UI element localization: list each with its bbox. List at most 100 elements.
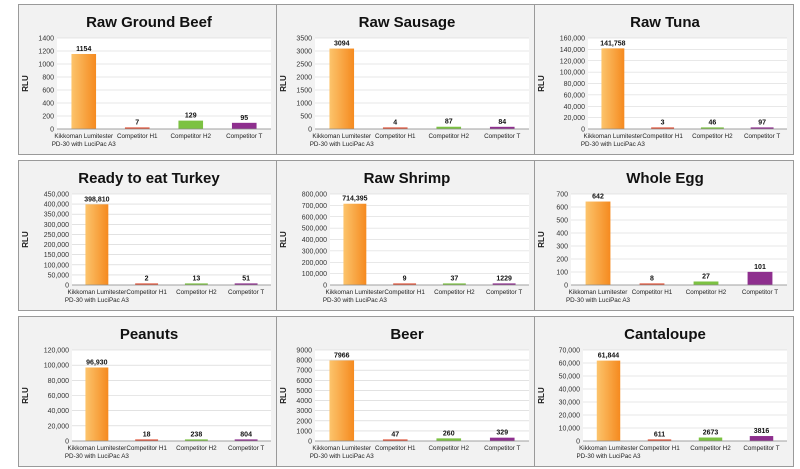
y-tick-label: 1500 <box>296 88 312 95</box>
y-tick-label: 40,000 <box>559 387 581 394</box>
data-label: 37 <box>450 275 458 282</box>
bar <box>124 127 150 129</box>
chart-title: Raw Tuna <box>630 14 700 31</box>
x-tick-label: Competitor H1 <box>126 289 167 296</box>
y-tick-label: 400,000 <box>44 202 69 209</box>
y-tick-label: 1200 <box>38 49 54 56</box>
y-tick-label: 20,000 <box>564 115 586 122</box>
x-tick-label: Competitor H1 <box>375 133 416 140</box>
chart-title: Raw Shrimp <box>364 170 451 187</box>
bar <box>382 127 408 129</box>
bar <box>85 204 109 285</box>
x-tick-label: Kikkoman Lumitester <box>312 445 371 452</box>
bar <box>492 283 516 285</box>
y-tick-label: 1000 <box>296 428 312 435</box>
y-tick-label: 1400 <box>38 36 54 43</box>
y-tick-label: 500 <box>556 218 568 225</box>
chart-panel: Peanuts 0 20,000 40,000 60,000 80,000 100,000 1… <box>18 316 278 467</box>
bar <box>647 439 672 441</box>
x-tick-label: Competitor T <box>742 289 778 296</box>
bar <box>184 283 208 285</box>
data-label: 611 <box>654 431 665 438</box>
y-tick-label: 8000 <box>296 358 312 365</box>
data-label: 238 <box>191 431 203 438</box>
bar <box>749 436 774 441</box>
x-tick-label: Competitor H1 <box>642 133 683 140</box>
x-tick-label: Competitor T <box>484 445 520 452</box>
x-tick-label: Competitor H1 <box>375 445 416 452</box>
data-label: 398,810 <box>84 196 109 203</box>
bar-chart: Beer 0 1000 2000 3000 4000 5000 6000 7000 8000 900… <box>277 317 535 466</box>
bar <box>700 127 724 129</box>
x-tick-label: Competitor T <box>228 445 264 452</box>
data-label: 101 <box>754 264 766 271</box>
y-tick-label: 600 <box>556 205 568 212</box>
x-tick-label: Competitor T <box>486 289 522 296</box>
y-axis-label: RLU <box>21 75 30 92</box>
y-axis-label: RLU <box>279 387 288 404</box>
bar <box>234 439 258 441</box>
y-tick-label: 200 <box>556 257 568 264</box>
data-label: 642 <box>592 194 604 201</box>
data-label: 46 <box>708 119 716 126</box>
y-tick-label: 600 <box>42 88 54 95</box>
data-label: 129 <box>185 113 197 120</box>
y-tick-label: 80,000 <box>48 378 70 385</box>
y-tick-label: 300 <box>556 244 568 251</box>
y-tick-label: 60,000 <box>559 361 581 368</box>
y-tick-label: 500,000 <box>302 226 327 233</box>
bar-chart: Raw Ground Beef 0 200 400 600 800 1000 1200 1400… <box>19 5 277 154</box>
y-tick-label: 3000 <box>296 408 312 415</box>
y-tick-label: 2500 <box>296 62 312 69</box>
data-label: 260 <box>443 430 455 437</box>
y-tick-label: 5000 <box>296 388 312 395</box>
chart-title: Ready to eat Turkey <box>78 170 220 187</box>
bar <box>442 283 466 285</box>
bar <box>178 120 204 129</box>
y-tick-label: 140,000 <box>560 47 585 54</box>
data-label: 97 <box>758 119 766 126</box>
x-tick-label: PD-30 with LuciPac A3 <box>310 141 375 148</box>
chart-panel: Cantaloupe 0 10,000 20,000 30,000 40,000 50,00… <box>534 316 794 467</box>
data-label: 27 <box>702 273 710 280</box>
data-label: 3816 <box>754 428 770 435</box>
data-label: 51 <box>242 275 250 282</box>
x-tick-label: Competitor T <box>743 445 779 452</box>
bar <box>343 203 367 285</box>
y-tick-label: 400,000 <box>302 237 327 244</box>
data-label: 2 <box>145 275 149 282</box>
data-label: 141,758 <box>600 40 625 47</box>
data-label: 8 <box>650 275 654 282</box>
bar <box>135 283 159 285</box>
bar-chart: Whole Egg 0 100 200 300 400 500 600 700 RLU 642 Kik… <box>535 161 793 310</box>
x-tick-label: Competitor T <box>226 133 262 140</box>
y-tick-label: 20,000 <box>48 423 70 430</box>
bar <box>750 127 774 129</box>
data-label: 9 <box>403 275 407 282</box>
data-label: 7966 <box>334 352 350 359</box>
bar <box>436 126 462 129</box>
y-axis-label: RLU <box>537 231 546 248</box>
data-label: 47 <box>391 431 399 438</box>
chart-panel: Raw Shrimp 0 100,000 200,000 300,000 400,000 5… <box>276 160 536 311</box>
x-tick-label: Competitor H2 <box>692 133 733 140</box>
y-axis-label: RLU <box>21 231 30 248</box>
bar <box>234 283 258 285</box>
x-tick-label: Competitor H2 <box>690 445 731 452</box>
x-tick-label: Competitor H2 <box>176 289 217 296</box>
y-tick-label: 200,000 <box>44 242 69 249</box>
data-label: 3094 <box>334 41 350 48</box>
y-axis-label: RLU <box>21 387 30 404</box>
data-label: 3 <box>661 119 665 126</box>
y-tick-label: 120,000 <box>44 348 69 355</box>
bar <box>693 281 719 285</box>
y-tick-label: 100,000 <box>44 363 69 370</box>
y-tick-label: 6000 <box>296 378 312 385</box>
y-tick-label: 160,000 <box>560 36 585 43</box>
y-tick-label: 100,000 <box>302 271 327 278</box>
y-tick-label: 600,000 <box>302 214 327 221</box>
data-label: 7 <box>135 119 139 126</box>
bar <box>639 283 665 285</box>
x-tick-label: PD-30 with LuciPac A3 <box>581 141 646 148</box>
y-tick-label: 300,000 <box>44 222 69 229</box>
